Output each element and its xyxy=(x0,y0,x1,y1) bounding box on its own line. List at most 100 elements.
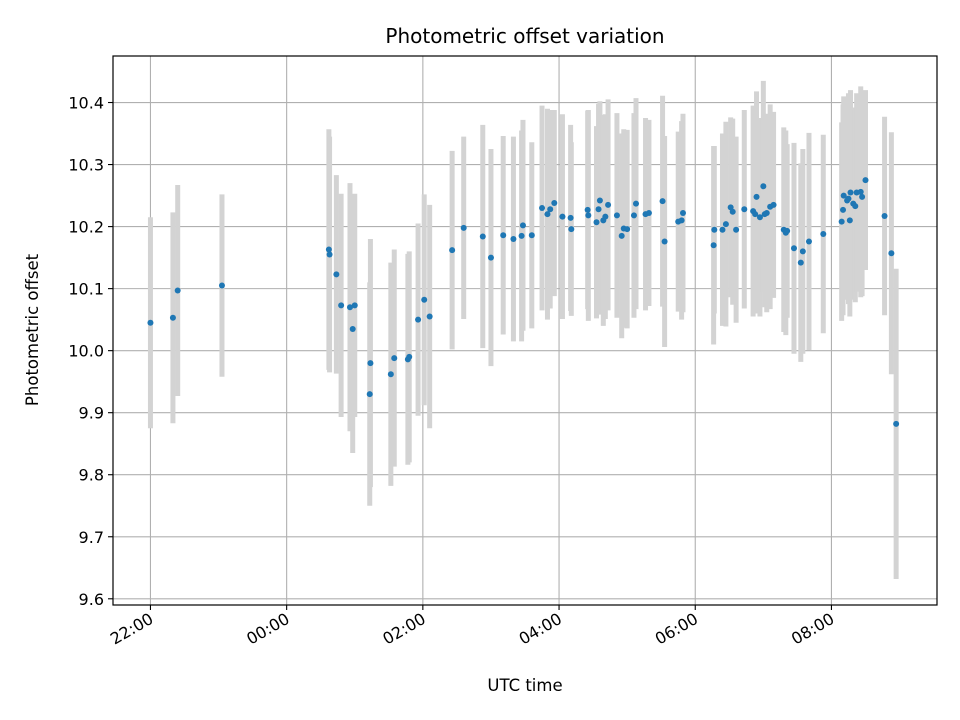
data-point xyxy=(333,271,340,278)
data-point xyxy=(528,232,535,239)
data-point xyxy=(544,211,551,218)
data-point xyxy=(426,313,433,320)
data-point xyxy=(770,201,777,208)
data-point xyxy=(567,214,574,221)
data-point xyxy=(596,197,603,204)
data-point xyxy=(595,206,602,213)
data-point xyxy=(659,198,666,205)
data-point xyxy=(326,251,333,258)
data-point xyxy=(487,254,494,261)
data-point xyxy=(391,355,398,362)
data-point xyxy=(349,325,356,332)
data-point xyxy=(760,183,767,190)
data-point xyxy=(415,316,422,323)
data-point xyxy=(820,231,827,238)
y-tick-label: 9.8 xyxy=(79,466,104,485)
data-point xyxy=(752,211,759,218)
x-tick-label: 06:00 xyxy=(652,609,701,649)
data-point xyxy=(346,304,353,311)
data-point xyxy=(551,200,558,207)
data-point xyxy=(893,420,900,427)
data-point xyxy=(645,209,652,216)
data-point xyxy=(559,213,566,220)
data-point xyxy=(421,296,428,303)
x-tick-label: 22:00 xyxy=(107,609,156,649)
data-point xyxy=(729,208,736,215)
y-tick-label: 9.9 xyxy=(79,404,104,423)
data-point xyxy=(613,212,620,219)
data-point xyxy=(888,250,895,257)
data-point xyxy=(519,222,526,229)
data-point xyxy=(790,245,797,252)
data-point xyxy=(857,188,864,195)
y-tick-label: 9.7 xyxy=(79,528,104,547)
data-point xyxy=(845,195,852,202)
data-point xyxy=(624,226,631,233)
data-point xyxy=(593,219,600,226)
data-point xyxy=(862,177,869,184)
data-point xyxy=(840,206,847,213)
data-point xyxy=(367,360,374,367)
x-axis-label: UTC time xyxy=(487,676,562,695)
data-point xyxy=(633,200,640,207)
data-point xyxy=(518,232,525,239)
data-point xyxy=(366,391,373,398)
x-tick-label: 04:00 xyxy=(516,609,565,649)
data-point xyxy=(852,203,859,210)
data-point xyxy=(859,193,866,200)
data-point xyxy=(325,246,332,253)
data-point xyxy=(719,226,726,233)
y-tick-label: 10.4 xyxy=(68,94,104,113)
y-axis-ticks: 9.6 9.7 9.8 9.9 10.0 10.1 10.2 10.3 10.4 xyxy=(68,94,113,609)
x-axis-ticks: 22:00 00:00 02:00 04:00 06:00 08:00 xyxy=(107,605,837,649)
data-point xyxy=(710,242,717,249)
data-point xyxy=(602,213,609,220)
plot-frame xyxy=(112,55,938,606)
data-point xyxy=(840,192,847,199)
x-tick-label: 02:00 xyxy=(379,609,428,649)
data-point xyxy=(585,212,592,219)
y-tick-label: 9.6 xyxy=(79,590,104,609)
data-point xyxy=(722,221,729,228)
data-point xyxy=(510,236,517,242)
y-tick-label: 10.1 xyxy=(68,280,104,299)
data-point xyxy=(838,218,845,225)
data-point xyxy=(449,247,456,254)
data-point xyxy=(460,224,467,231)
data-point xyxy=(881,213,888,220)
error-bars xyxy=(147,80,899,579)
data-point xyxy=(479,233,486,240)
y-tick-label: 10.2 xyxy=(68,218,104,237)
x-tick-label: 00:00 xyxy=(243,609,292,649)
y-tick-label: 10.3 xyxy=(68,156,104,175)
data-point xyxy=(679,209,686,216)
data-point xyxy=(584,206,591,213)
data-point xyxy=(500,232,507,239)
data-point xyxy=(753,193,760,200)
data-point xyxy=(661,238,668,245)
data-point xyxy=(741,206,748,213)
data-point xyxy=(169,314,176,321)
data-point xyxy=(799,248,806,255)
y-axis-label: Photometric offset xyxy=(23,253,42,406)
data-point xyxy=(846,217,853,224)
data-point xyxy=(630,212,637,219)
data-point xyxy=(338,302,345,309)
data-point xyxy=(174,287,181,294)
data-points xyxy=(147,177,900,427)
data-point xyxy=(147,319,154,326)
data-point xyxy=(756,214,763,221)
data-point xyxy=(847,189,854,196)
y-tick-label: 10.0 xyxy=(68,342,104,361)
data-point xyxy=(711,226,718,233)
data-point xyxy=(618,232,625,239)
data-point xyxy=(733,226,740,233)
data-point xyxy=(547,206,554,213)
chart-title: Photometric offset variation xyxy=(385,24,664,48)
data-point xyxy=(387,371,394,378)
data-point xyxy=(678,217,685,224)
data-point xyxy=(539,204,546,211)
data-point xyxy=(218,282,225,289)
data-point xyxy=(568,226,575,233)
